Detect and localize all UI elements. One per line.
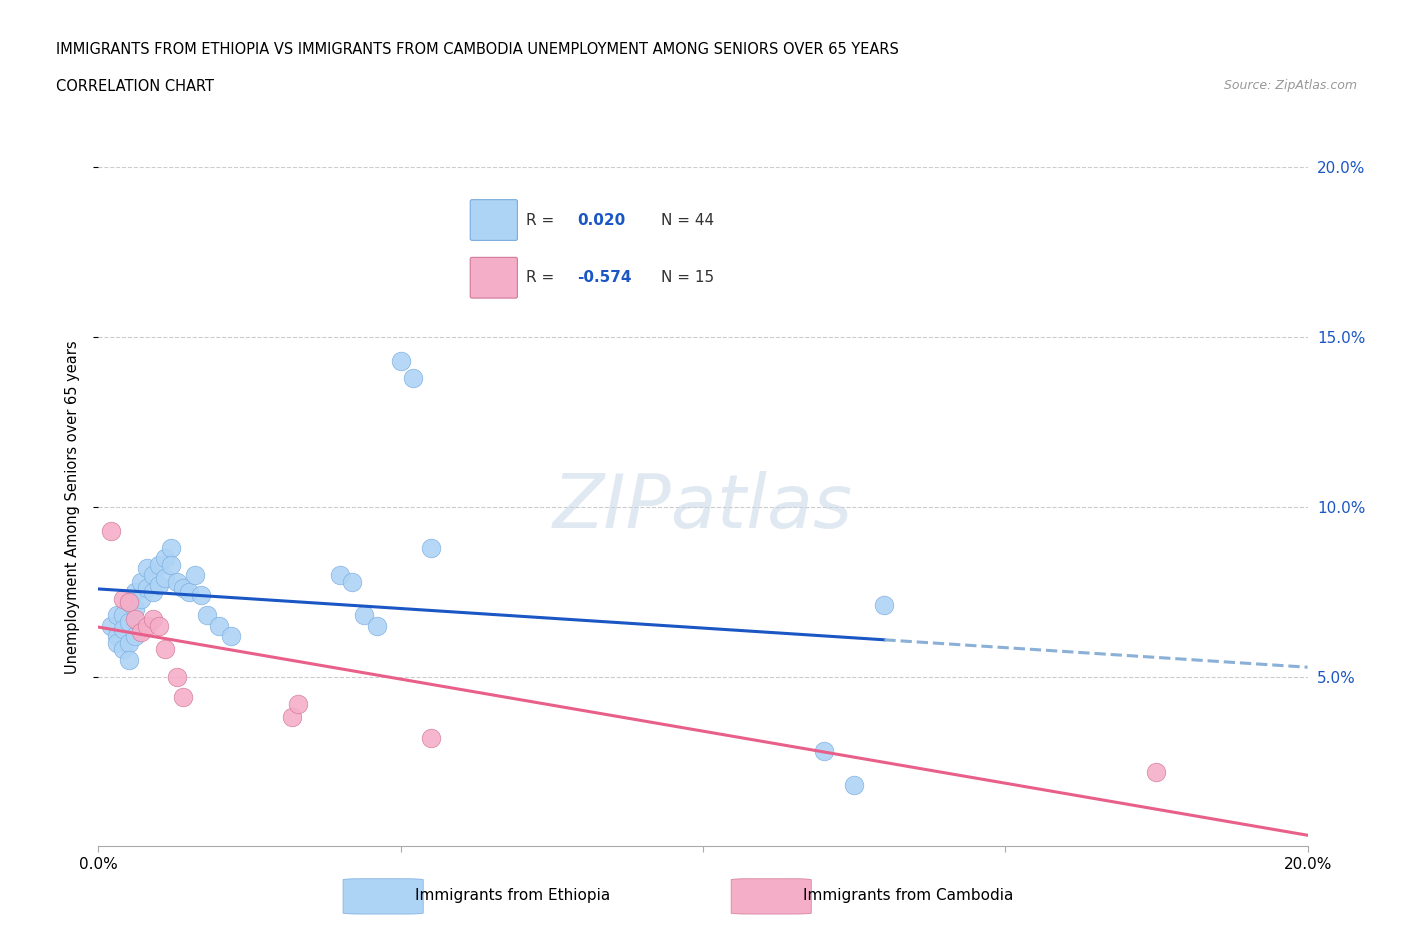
Point [873, 598, 896, 613]
Point [190, 588, 212, 603]
Point [281, 710, 304, 724]
Point [166, 670, 188, 684]
Y-axis label: Unemployment Among Seniors over 65 years: Unemployment Among Seniors over 65 years [65, 340, 80, 673]
Point [118, 652, 141, 667]
Point [124, 629, 146, 644]
Point [208, 618, 231, 633]
Point [118, 635, 141, 650]
Point [100, 524, 122, 538]
Point [184, 567, 207, 582]
Point [287, 697, 309, 711]
Point [420, 730, 443, 745]
Point [118, 594, 141, 609]
Point [129, 574, 152, 589]
Point [166, 574, 188, 589]
Point [160, 557, 183, 572]
Point [100, 618, 122, 633]
Point [160, 540, 183, 555]
Point [118, 594, 141, 609]
Point [105, 629, 128, 644]
Point [420, 540, 443, 555]
Point [148, 618, 170, 633]
Point [105, 635, 128, 650]
Point [153, 642, 176, 657]
Point [111, 642, 134, 657]
Point [389, 353, 412, 368]
Point [153, 571, 176, 586]
Point [353, 608, 375, 623]
Point [111, 608, 134, 623]
Text: Immigrants from Ethiopia: Immigrants from Ethiopia [415, 887, 610, 903]
Point [148, 557, 170, 572]
Text: CORRELATION CHART: CORRELATION CHART [56, 79, 214, 94]
Text: Source: ZipAtlas.com: Source: ZipAtlas.com [1223, 79, 1357, 92]
Point [142, 567, 165, 582]
Point [179, 584, 201, 599]
Point [129, 591, 152, 606]
Text: Immigrants from Cambodia: Immigrants from Cambodia [803, 887, 1014, 903]
Point [342, 574, 364, 589]
Text: IMMIGRANTS FROM ETHIOPIA VS IMMIGRANTS FROM CAMBODIA UNEMPLOYMENT AMONG SENIORS : IMMIGRANTS FROM ETHIOPIA VS IMMIGRANTS F… [56, 42, 898, 57]
Point [124, 602, 146, 617]
Point [124, 611, 146, 626]
Point [124, 584, 146, 599]
Point [148, 578, 170, 592]
Point [172, 689, 194, 704]
Point [135, 581, 157, 596]
Point [195, 608, 218, 623]
Point [366, 618, 388, 633]
Point [221, 629, 243, 644]
Point [844, 777, 866, 792]
Point [153, 551, 176, 565]
Point [142, 611, 165, 626]
Point [813, 744, 835, 759]
Point [142, 584, 165, 599]
Point [118, 615, 141, 630]
Point [1144, 764, 1167, 779]
Point [111, 621, 134, 636]
FancyBboxPatch shape [731, 879, 811, 914]
Point [105, 608, 128, 623]
Point [135, 618, 157, 633]
Point [402, 370, 425, 385]
Point [329, 567, 352, 582]
FancyBboxPatch shape [343, 879, 423, 914]
Text: ZIPatlas: ZIPatlas [553, 471, 853, 543]
Point [172, 581, 194, 596]
Point [111, 591, 134, 606]
Point [135, 561, 157, 576]
Point [129, 625, 152, 640]
